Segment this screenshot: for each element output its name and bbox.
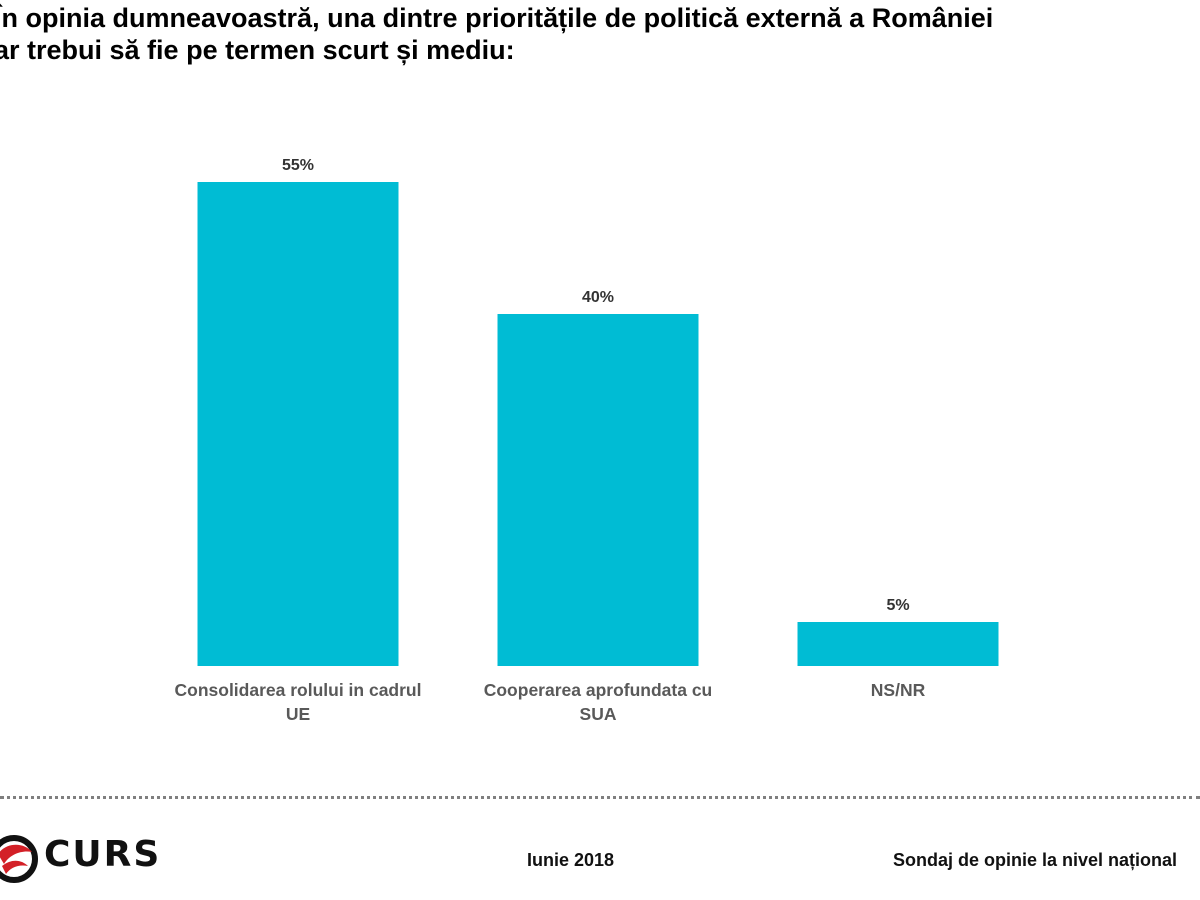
category-label-1-line-2: UE [286,704,310,724]
curs-logo: CURS [0,828,192,890]
value-label-3: 5% [886,597,909,614]
bar-3 [797,622,999,666]
value-label-2: 40% [582,289,614,306]
category-label-2-line-2: SUA [580,704,617,724]
footer-note: Sondaj de opinie la nivel național [893,850,1178,870]
bar-1 [197,182,399,666]
chart-title-line-2: ar trebui să fie pe termen scurt și medi… [0,35,515,65]
footer-date: Iunie 2018 [527,850,615,870]
footer-divider [0,796,1200,799]
value-labels-group: 55% 40% 5% [282,157,910,614]
category-label-1-line-1: Consolidarea rolului in cadrul [175,680,422,700]
value-label-1: 55% [282,157,314,174]
bars-group [197,182,999,666]
chart-title: În opinia dumneavoastră, una dintre prio… [0,2,1184,66]
bar-2 [497,314,699,666]
category-label-2-line-1: Cooperarea aprofundata cu [484,680,713,700]
curs-logo-text: CURS [44,834,162,875]
category-label-3-line-1: NS/NR [871,680,926,700]
category-labels-group: Consolidarea rolului in cadrul UE Cooperar… [175,680,926,724]
curs-logo-icon [0,835,38,883]
chart-title-line-1: În opinia dumneavoastră, una dintre prio… [0,3,994,33]
bar-chart: 55% 40% 5% Consolidarea rolului in cadrul U… [175,157,999,724]
